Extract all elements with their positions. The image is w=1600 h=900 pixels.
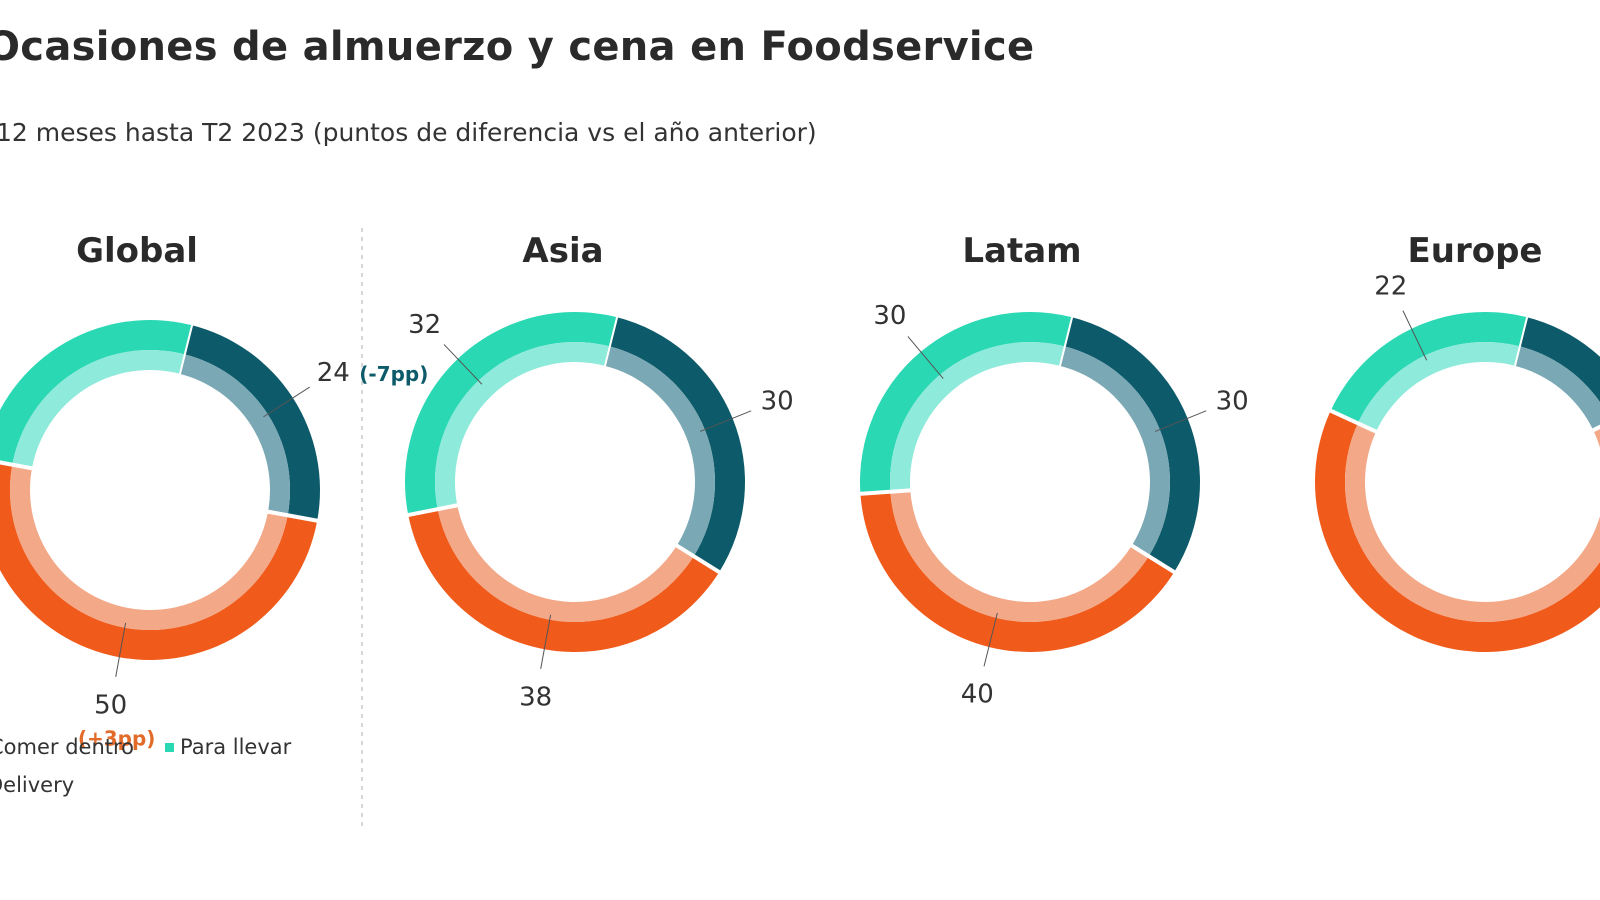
slice-inner-latam-delivery xyxy=(1059,346,1170,557)
slice-global-delivery xyxy=(183,325,320,521)
slice-inner-global-para-llevar xyxy=(12,350,184,469)
legend-item-comer-dentro: Comer dentro xyxy=(0,735,134,759)
leader-line xyxy=(907,336,944,379)
value-label-europe-para-llevar: 22 xyxy=(1374,271,1407,301)
leader-line xyxy=(699,410,752,432)
slice-inner-global-comer-dentro xyxy=(10,464,288,630)
legend-label-delivery: Delivery xyxy=(0,773,75,797)
slice-inner-europe-delivery xyxy=(1514,346,1600,431)
leader-line xyxy=(983,612,998,667)
leader-line xyxy=(263,386,310,418)
slice-separator xyxy=(0,460,34,471)
leader-line xyxy=(115,622,127,677)
leader-line xyxy=(1154,410,1207,432)
slice-asia-para-llevar xyxy=(404,312,617,516)
value-label-asia-delivery: 30 xyxy=(761,386,794,416)
value-label-latam-comer-dentro: 40 xyxy=(961,680,994,710)
value-label-latam-delivery: 30 xyxy=(1216,386,1249,416)
leader-line xyxy=(540,614,552,669)
value-label-asia-comer-dentro: 38 xyxy=(519,682,552,712)
page-subtitle: 12 meses hasta T2 2023 (puntos de difere… xyxy=(0,118,817,147)
chart-title-global: Global xyxy=(76,231,198,271)
slice-europe-delivery xyxy=(1518,317,1600,403)
slice-inner-asia-para-llevar xyxy=(434,342,609,510)
slice-separator xyxy=(674,543,722,575)
slice-latam-comer-dentro xyxy=(860,491,1175,652)
donut-global: Global 24 (-7pp) 50 (+3pp) xyxy=(0,231,428,750)
legend-item-delivery: Delivery xyxy=(0,773,74,797)
delta-label-global-delivery: (-7pp) xyxy=(359,362,428,386)
legend-swatch-para-llevar xyxy=(165,742,174,752)
slice-inner-latam-para-llevar xyxy=(890,342,1064,492)
chart-title-latam: Latam xyxy=(962,231,1081,271)
donut-latam: Latam 30 40 30 xyxy=(859,231,1249,710)
slice-europe-comer-dentro xyxy=(1315,410,1600,652)
slice-asia-delivery xyxy=(608,317,745,573)
value-label-asia-para-llevar: 32 xyxy=(408,310,441,340)
legend-item-para-llevar: Para llevar xyxy=(165,735,291,759)
slice-global-para-llevar xyxy=(0,320,192,465)
leader-line xyxy=(1402,310,1428,361)
value-label-global-comer-dentro: 50 xyxy=(94,690,127,720)
value-label-global-delivery: 24 xyxy=(317,358,350,388)
delta-label-global-comer-dentro: (+3pp) xyxy=(78,726,156,750)
slice-inner-europe-comer-dentro xyxy=(1345,423,1600,622)
slice-inner-europe-para-llevar xyxy=(1357,342,1519,432)
legend-label-comer-dentro: Comer dentro xyxy=(0,735,135,759)
slice-inner-asia-delivery xyxy=(604,346,716,557)
slice-europe-para-llevar xyxy=(1330,312,1527,424)
slice-separator xyxy=(1129,543,1177,575)
slice-latam-para-llevar xyxy=(860,311,1072,494)
slice-separator xyxy=(1328,408,1378,434)
slice-global-comer-dentro xyxy=(0,462,318,660)
slice-inner-global-delivery xyxy=(179,354,290,516)
slice-separator xyxy=(176,323,194,376)
chart-title-europe: Europe xyxy=(1408,231,1543,271)
slice-asia-comer-dentro xyxy=(408,509,720,653)
slice-inner-latam-comer-dentro xyxy=(890,490,1149,622)
slice-inner-asia-comer-dentro xyxy=(437,505,694,622)
slice-separator xyxy=(859,488,912,496)
page-title: Ocasiones de almuerzo y cena en Foodserv… xyxy=(0,24,1035,70)
slice-separator xyxy=(266,509,319,523)
chart-title-asia: Asia xyxy=(522,231,603,271)
legend-label-para-llevar: Para llevar xyxy=(180,735,292,759)
leader-line xyxy=(443,344,483,385)
value-label-latam-para-llevar: 30 xyxy=(873,301,906,331)
donut-asia: Asia 30 38 32 xyxy=(404,231,794,712)
slice-latam-delivery xyxy=(1063,317,1201,573)
slice-separator xyxy=(406,503,459,518)
